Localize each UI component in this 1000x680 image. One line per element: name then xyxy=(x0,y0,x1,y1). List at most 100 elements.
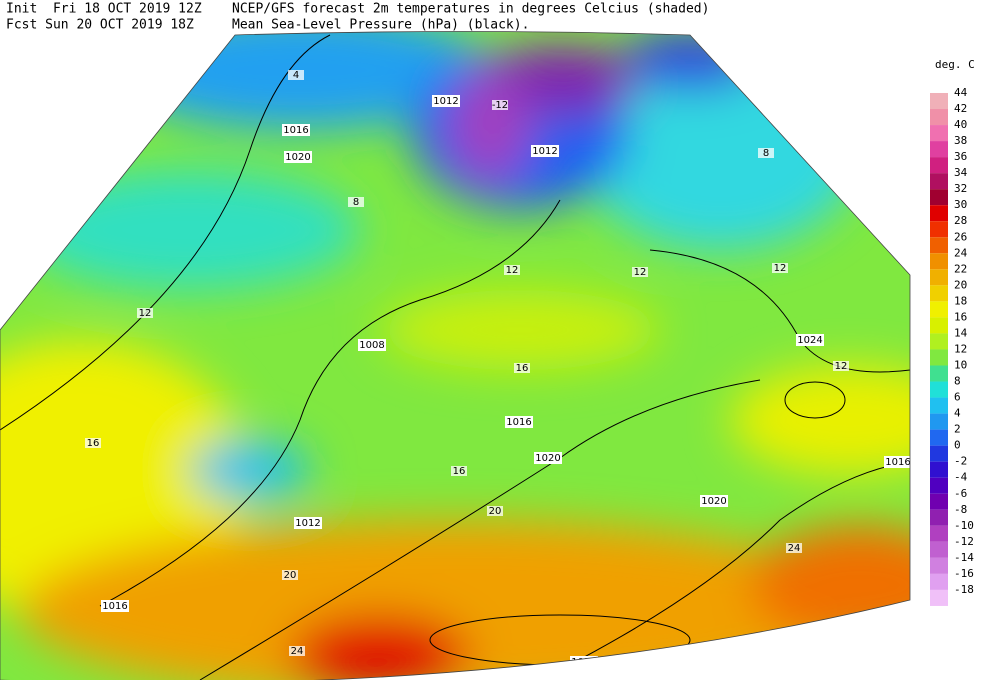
colorbar-label: 10 xyxy=(954,359,967,372)
colorbar-swatch xyxy=(930,173,948,190)
temperature-label-box xyxy=(451,466,467,476)
colorbar-label: -8 xyxy=(954,503,967,516)
colorbar-label: 20 xyxy=(954,278,967,291)
pressure-label-box xyxy=(531,145,559,157)
temperature-label-box xyxy=(85,438,101,448)
temperature-label: -12 xyxy=(492,100,508,111)
colorbar-swatch xyxy=(930,445,948,462)
pressure-label: 1016 xyxy=(885,457,910,468)
temperature-label-box xyxy=(288,70,304,80)
temperature-label: 8 xyxy=(353,197,359,208)
pressure-label: 1008 xyxy=(359,340,384,351)
colorbar-label: 24 xyxy=(954,246,968,259)
pressure-label-box xyxy=(432,95,460,107)
colorbar-swatch xyxy=(930,157,948,174)
colorbar-swatch xyxy=(930,317,948,334)
colorbar-label: 6 xyxy=(954,391,961,404)
colorbar-label: -18 xyxy=(954,583,974,596)
pressure-label: 1016 xyxy=(102,601,127,612)
colorbar-swatch xyxy=(930,365,948,382)
colorbar-label: 14 xyxy=(954,326,968,339)
colorbar-swatch xyxy=(930,301,948,318)
isobars xyxy=(0,34,910,680)
colorbar-label: 26 xyxy=(954,230,967,243)
temperature-label: 12 xyxy=(506,265,519,276)
colorbar-label: -2 xyxy=(954,455,967,468)
colorbar-label: 34 xyxy=(954,166,968,179)
colorbar-swatch xyxy=(930,141,948,158)
temperature-label: 16 xyxy=(453,466,466,477)
temperature-label-box xyxy=(758,148,774,158)
temperature-label: 12 xyxy=(835,361,848,372)
map-border xyxy=(0,31,911,680)
pressure-label-box xyxy=(284,151,312,163)
colorbar-swatch xyxy=(930,525,948,542)
temperature-label-box xyxy=(492,100,508,110)
colorbar-swatch xyxy=(930,189,948,206)
temperature-label-box xyxy=(504,265,520,275)
colorbar-label: 0 xyxy=(954,439,961,452)
colorbar-label: 38 xyxy=(954,134,967,147)
pressure-label: 1020 xyxy=(285,152,310,163)
pressure-label-box xyxy=(534,452,562,464)
colorbar-label: -10 xyxy=(954,519,974,532)
temperature-label-box xyxy=(833,361,849,371)
colorbar-label: -12 xyxy=(954,535,974,548)
pressure-label-box xyxy=(796,334,824,346)
pressure-label: 1012 xyxy=(295,518,320,529)
colorbar-label: 42 xyxy=(954,102,967,115)
colorbar-label: 8 xyxy=(954,375,961,388)
temperature-label: 12 xyxy=(139,308,152,319)
temperature-label-box xyxy=(514,363,530,373)
colorbar-swatch xyxy=(930,557,948,574)
temperature-label: 12 xyxy=(634,267,647,278)
temperature-label-box xyxy=(137,308,153,318)
temperature-label-box xyxy=(487,506,503,516)
colorbar-swatch xyxy=(930,397,948,414)
colorbar-swatch xyxy=(930,285,948,302)
temperature-label-box xyxy=(632,267,648,277)
pressure-label-box xyxy=(282,124,310,136)
colorbar-label: 32 xyxy=(954,182,967,195)
temperature-label: 8 xyxy=(763,148,769,159)
temperature-label: 16 xyxy=(516,363,529,374)
pressure-label: 1016 xyxy=(283,125,308,136)
colorbar-label: 28 xyxy=(954,214,967,227)
temperature-label: 4 xyxy=(293,70,299,81)
colorbar-swatch xyxy=(930,333,948,350)
colorbar-swatch xyxy=(930,429,948,446)
temperature-label: 16 xyxy=(87,438,100,449)
colorbar-label: 12 xyxy=(954,342,967,355)
pressure-label: 1012 xyxy=(532,146,557,157)
colorbar-label: 30 xyxy=(954,198,967,211)
colorbar-swatch xyxy=(930,589,948,606)
colorbar-label: 22 xyxy=(954,262,967,275)
colorbar-swatch xyxy=(930,109,948,126)
colorbar-swatch xyxy=(930,221,948,238)
colorbar-label: 16 xyxy=(954,310,967,323)
pressure-label-box xyxy=(700,495,728,507)
colorbar-label: 4 xyxy=(954,407,961,420)
pressure-label-box xyxy=(358,339,386,351)
colorbar-title: deg. C xyxy=(935,58,975,71)
colorbar-swatch xyxy=(930,541,948,558)
pressure-label: 1012 xyxy=(433,96,458,107)
colorbar-label: -6 xyxy=(954,487,967,500)
pressure-label-box xyxy=(884,456,910,468)
temperature-label-box xyxy=(289,646,305,656)
temperature-label-box xyxy=(348,197,364,207)
colorbar-swatch xyxy=(930,509,948,526)
temperature-label-box xyxy=(282,570,298,580)
pressure-label-box xyxy=(101,600,129,612)
forecast-time: Fcst Sun 20 OCT 2019 18Z xyxy=(6,18,194,33)
pressure-label-box xyxy=(505,416,533,428)
colorbar-swatch xyxy=(930,461,948,478)
colorbar-swatch xyxy=(930,253,948,270)
pressure-label: 1020 xyxy=(535,453,560,464)
colorbar-swatch xyxy=(930,381,948,398)
colorbar-label: 2 xyxy=(954,423,961,436)
temperature-label: 20 xyxy=(284,570,297,581)
colorbar-swatch xyxy=(930,477,948,494)
